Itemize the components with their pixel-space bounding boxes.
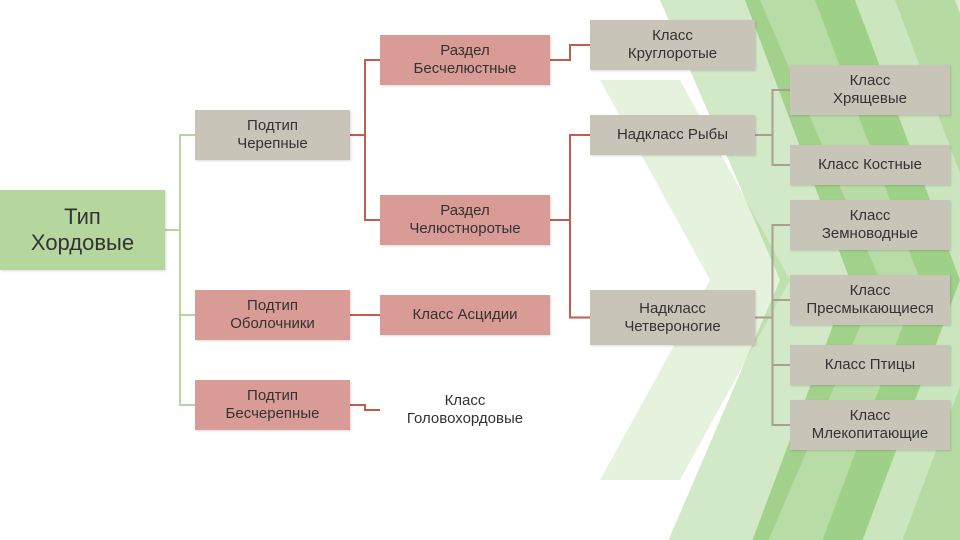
node-div1: Раздел Бесчелюстные [380, 35, 550, 85]
node-pt: Класс Птицы [790, 345, 950, 385]
node-sub3: Подтип Бесчерепные [195, 380, 350, 430]
node-cls_gol: Класс Головохордовые [380, 385, 550, 435]
node-kr: Класс Круглоротые [590, 20, 755, 70]
node-ryby: Надкласс Рыбы [590, 115, 755, 155]
edge-root-sub3 [165, 230, 195, 405]
node-cls_asc: Класс Асцидии [380, 295, 550, 335]
edge-sub3-cls_gol [350, 405, 380, 410]
node-hrq: Класс Хрящевые [790, 65, 950, 115]
edge-root-sub2 [165, 230, 195, 315]
node-zemn: Класс Земноводные [790, 200, 950, 250]
node-pres: Класс Пресмыкающиеся [790, 275, 950, 325]
edge-root-sub1 [165, 135, 195, 230]
node-mlek: Класс Млекопитающие [790, 400, 950, 450]
edge-sub1-div2 [350, 135, 380, 220]
node-sub1: Подтип Черепные [195, 110, 350, 160]
node-root: Тип Хордовые [0, 190, 165, 270]
edge-sub1-div1 [350, 60, 380, 135]
node-div2: Раздел Челюстноротые [380, 195, 550, 245]
node-sub2: Подтип Оболочники [195, 290, 350, 340]
node-tetra: Надкласс Четвероногие [590, 290, 755, 345]
node-kost: Класс Костные [790, 145, 950, 185]
